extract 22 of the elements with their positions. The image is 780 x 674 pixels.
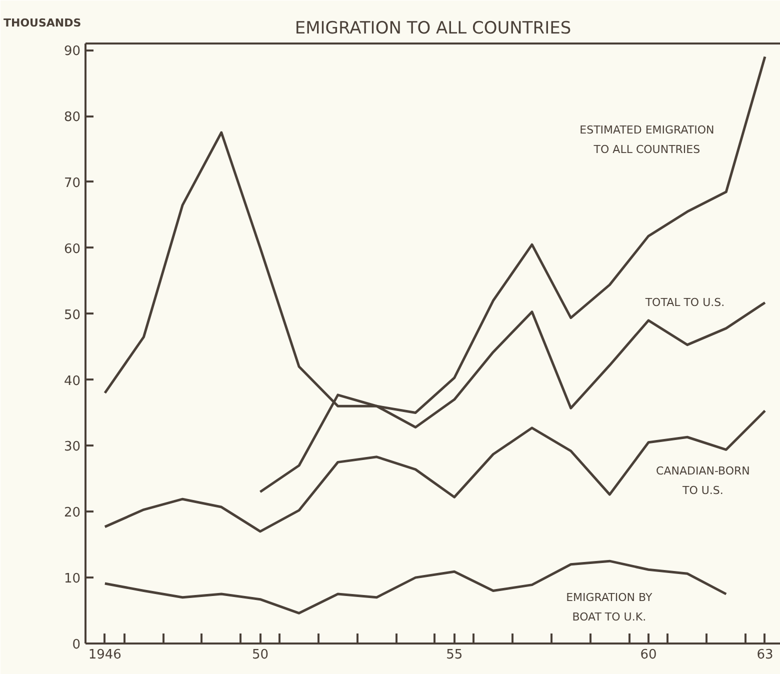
line-series	[104, 410, 766, 533]
x-tick-label: 60	[640, 648, 657, 662]
series-label: CANADIAN-BORN TO U.S.	[656, 464, 750, 498]
x-tick-label: 55	[446, 648, 463, 662]
series-label: TOTAL TO U.S.	[644, 296, 725, 310]
x-tick-label: 1946	[88, 648, 122, 662]
y-axis-title: THOUSANDS	[4, 16, 82, 30]
y-tick-label: 40	[64, 374, 81, 389]
y-tick-label: 30	[64, 440, 81, 455]
chart-title: EMIGRATION TO ALL COUNTRIES	[294, 18, 572, 38]
y-tick-label: 80	[64, 110, 81, 126]
series-label: ESTIMATED EMIGRATION TO ALL COUNTRIES	[580, 123, 714, 156]
y-tick-label: 60	[64, 242, 81, 257]
y-tick-label: 90	[64, 44, 81, 60]
x-tick-label: 50	[252, 648, 268, 662]
y-tick-label: 10	[64, 572, 81, 587]
y-tick-label: 20	[64, 506, 81, 521]
x-tick-label: 63	[756, 648, 774, 662]
series-label: EMIGRATION BY BOAT TO U.K.	[566, 590, 652, 624]
y-tick-label: 70	[64, 176, 81, 191]
y-tick-label: 0	[72, 638, 81, 652]
y-tick-label: 50	[64, 308, 81, 323]
